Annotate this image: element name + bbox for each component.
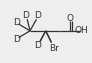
Text: D: D [34, 41, 41, 50]
Text: D: D [34, 11, 41, 20]
Text: D: D [22, 11, 29, 20]
Text: O: O [66, 14, 74, 23]
Text: D: D [13, 18, 20, 27]
Text: D: D [13, 35, 20, 44]
Text: Br: Br [49, 44, 59, 53]
Text: OH: OH [75, 26, 88, 35]
